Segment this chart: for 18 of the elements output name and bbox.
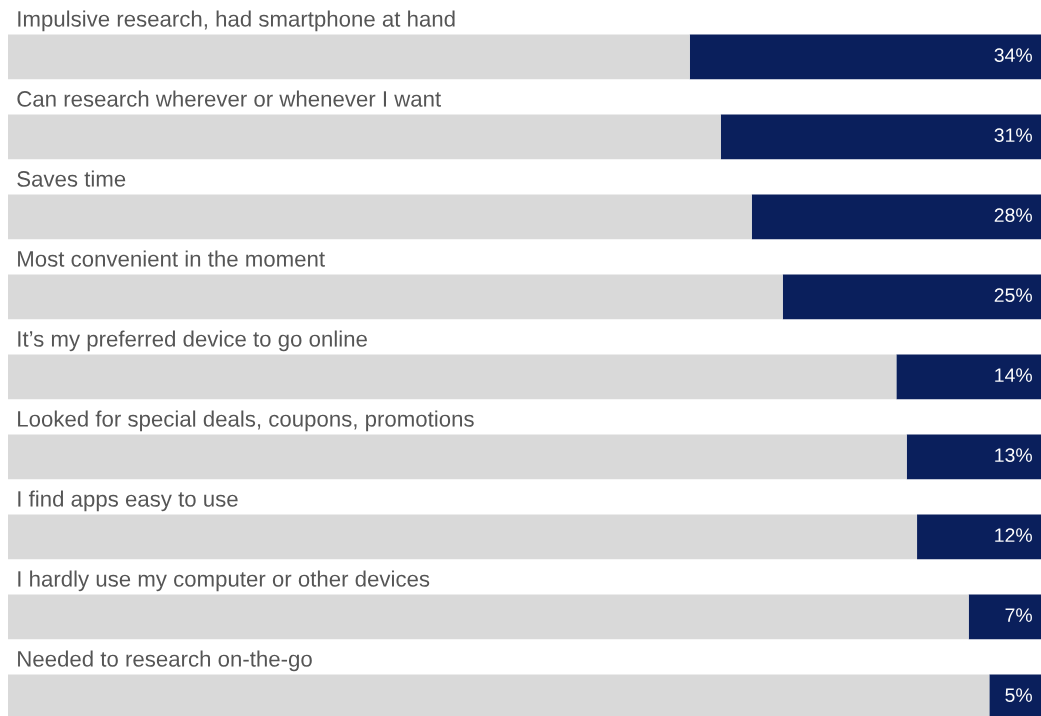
data-label: 7% (1005, 608, 1032, 622)
y-tick-label: I find apps easy to use (18, 490, 238, 512)
y-tick-label: I hardly use my computer or other devices (18, 570, 430, 592)
data-label: 5% (1005, 688, 1032, 703)
data-label: 31% (994, 128, 1032, 143)
y-tick-label: Looked for special deals, coupons, promotions (18, 410, 474, 432)
data-label: 14% (995, 368, 1032, 382)
y-tick-label: Needed to research on-the-go (18, 650, 312, 672)
data-label: 28% (994, 208, 1032, 223)
y-tick-label: Impulsive research, had smartphone at hand (18, 10, 455, 32)
data-label: 12% (995, 528, 1032, 542)
data-label: 25% (994, 288, 1032, 303)
y-tick-label: It’s my preferred device to go online (18, 330, 367, 352)
y-tick-label: Most convenient in the moment (18, 250, 325, 267)
y-tick-label: Can research wherever or whenever I want (17, 90, 441, 107)
data-label: 34% (994, 48, 1032, 63)
data-label: 13% (995, 448, 1032, 463)
y-tick-label: Saves time (17, 170, 126, 187)
